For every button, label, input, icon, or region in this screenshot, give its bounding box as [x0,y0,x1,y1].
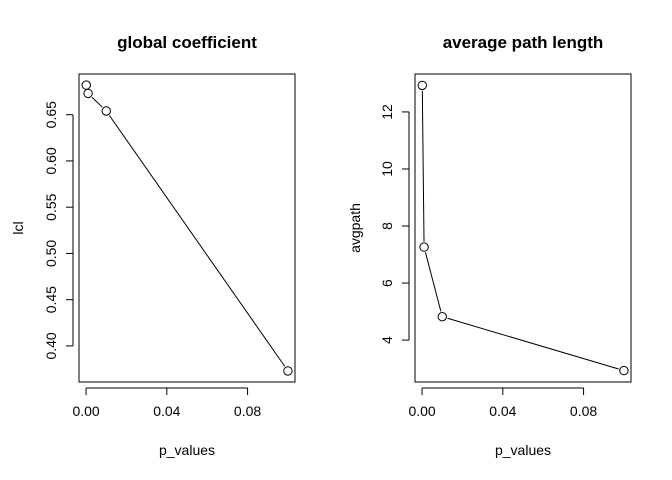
series-segment [447,317,619,370]
chart-title: average path length [443,33,604,52]
data-point [419,242,429,252]
chart-title: global coefficient [117,33,257,52]
data-point [81,80,91,90]
x-tick-label: 0.00 [408,403,435,419]
y-tick-label: 0.45 [43,286,59,313]
data-point [83,88,93,99]
x-tick-label: 0.08 [234,403,261,419]
series-segment [91,96,103,108]
panel-average-path-length: average path length 0.00 0.04 0.08 p_values 4… [347,33,632,458]
x-tick-label: 0.08 [570,403,597,419]
y-tick-label: 8 [379,222,395,230]
y-tick-label: 0.40 [43,332,59,359]
y-tick-label: 6 [379,279,395,287]
series-segment [108,115,286,367]
y-axis-label: avgpath [347,203,363,253]
y-tick-label: 0.60 [43,147,59,174]
y-tick-label: 10 [379,161,395,177]
y-tick-label: 0.50 [43,240,59,267]
y-tick-label: 12 [379,104,395,120]
x-tick-label: 0.04 [153,403,180,419]
series-segment [421,90,425,242]
y-tick-label: 0.65 [43,101,59,128]
data-point [283,366,293,376]
y-tick-label: 0.55 [43,193,59,220]
data-point [417,80,427,91]
plot-frame [414,73,632,383]
x-tick-label: 0.04 [489,403,516,419]
data-point [101,106,111,116]
data-point [619,365,629,376]
y-tick-label: 4 [379,336,395,344]
y-axis-label: lcl [10,221,26,234]
series-segment [424,252,442,312]
panel-global-coefficient: global coefficient 0.00 0.04 0.08 p_values 0.… [10,33,296,458]
x-axis-label: p_values [495,442,551,458]
x-tick-label: 0.00 [72,403,99,419]
data-point [437,311,447,322]
x-axis-label: p_values [159,442,215,458]
plot-frame [78,73,296,383]
